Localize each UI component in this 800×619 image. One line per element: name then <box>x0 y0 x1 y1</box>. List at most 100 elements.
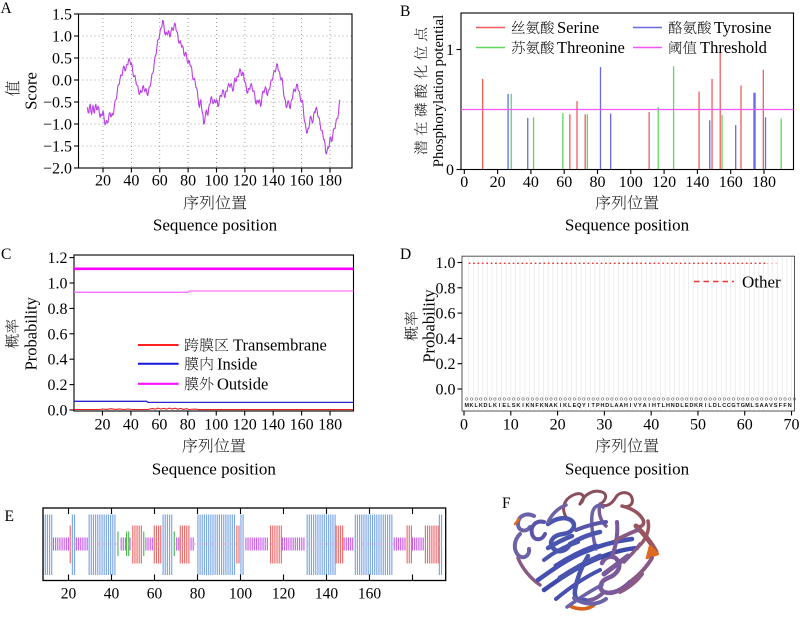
svg-text:o: o <box>671 397 674 403</box>
svg-text:0: 0 <box>460 174 468 191</box>
svg-text:o: o <box>788 397 791 403</box>
svg-text:o: o <box>512 397 515 403</box>
svg-text:A: A <box>760 403 764 409</box>
svg-text:0.5: 0.5 <box>52 51 72 68</box>
svg-text:o: o <box>704 397 707 403</box>
svg-text:140: 140 <box>685 174 709 191</box>
svg-text:G: G <box>741 403 745 409</box>
svg-text:20: 20 <box>95 417 111 434</box>
svg-text:0.2: 0.2 <box>436 356 456 373</box>
svg-text:o: o <box>713 397 716 403</box>
svg-text:160: 160 <box>358 586 382 603</box>
svg-text:o: o <box>507 397 510 403</box>
svg-text:M: M <box>465 403 470 409</box>
svg-text:−1.5: −1.5 <box>43 139 72 156</box>
svg-text:L: L <box>475 403 479 409</box>
svg-text:o: o <box>685 397 688 403</box>
svg-text:Sequence position: Sequence position <box>153 216 278 235</box>
svg-text:o: o <box>680 397 683 403</box>
svg-text:F: F <box>502 495 511 512</box>
svg-text:0.8: 0.8 <box>48 301 68 318</box>
svg-text:K: K <box>554 403 558 409</box>
svg-text:K: K <box>493 403 497 409</box>
svg-text:−0.5: −0.5 <box>43 95 72 112</box>
svg-text:120: 120 <box>272 586 296 603</box>
svg-text:0: 0 <box>446 162 454 179</box>
svg-text:V: V <box>633 403 637 409</box>
svg-text:o: o <box>769 397 772 403</box>
svg-text:70: 70 <box>784 417 800 434</box>
svg-text:o: o <box>545 397 548 403</box>
svg-text:F: F <box>783 403 787 409</box>
svg-text:F: F <box>779 403 783 409</box>
svg-text:0.2: 0.2 <box>48 377 68 394</box>
svg-text:D: D <box>689 403 693 409</box>
svg-text:160: 160 <box>719 174 743 191</box>
svg-text:A: A <box>1 0 13 17</box>
svg-text:Tyrosine: Tyrosine <box>714 18 772 37</box>
svg-text:K: K <box>479 403 483 409</box>
svg-text:o: o <box>591 397 594 403</box>
svg-text:P: P <box>596 403 600 409</box>
svg-text:o: o <box>662 397 665 403</box>
svg-text:K: K <box>694 403 698 409</box>
svg-text:0.8: 0.8 <box>436 280 456 297</box>
svg-text:o: o <box>568 397 571 403</box>
svg-text:o: o <box>741 397 744 403</box>
svg-text:A: A <box>619 403 623 409</box>
svg-text:R: R <box>699 403 703 409</box>
svg-text:o: o <box>648 397 651 403</box>
svg-text:160: 160 <box>290 173 314 190</box>
svg-text:Y: Y <box>638 403 642 409</box>
svg-text:40: 40 <box>123 417 139 434</box>
svg-text:o: o <box>620 397 623 403</box>
svg-text:I: I <box>522 403 524 409</box>
svg-text:A: A <box>549 403 553 409</box>
svg-text:o: o <box>751 397 754 403</box>
svg-text:o: o <box>601 397 604 403</box>
svg-text:Probability: Probability <box>420 289 439 363</box>
svg-text:S: S <box>774 403 778 409</box>
svg-text:Threshold: Threshold <box>700 38 768 57</box>
svg-text:I: I <box>560 403 562 409</box>
svg-text:40: 40 <box>523 174 539 191</box>
svg-text:o: o <box>521 397 524 403</box>
svg-text:I: I <box>705 403 707 409</box>
svg-text:0.0: 0.0 <box>52 73 72 90</box>
svg-text:D: D <box>400 246 411 263</box>
svg-text:o: o <box>657 397 660 403</box>
svg-text:1.0: 1.0 <box>48 276 68 293</box>
svg-text:K: K <box>470 403 474 409</box>
svg-text:20: 20 <box>95 173 111 190</box>
svg-text:o: o <box>676 397 679 403</box>
svg-text:o: o <box>774 397 777 403</box>
svg-text:o: o <box>755 397 758 403</box>
svg-text:o: o <box>517 397 520 403</box>
svg-text:1.2: 1.2 <box>48 250 68 267</box>
svg-text:o: o <box>563 397 566 403</box>
svg-text:L: L <box>507 403 511 409</box>
svg-text:o: o <box>587 397 590 403</box>
svg-text:D: D <box>713 403 717 409</box>
svg-text:0.4: 0.4 <box>436 331 456 348</box>
svg-text:G: G <box>731 403 735 409</box>
svg-text:T: T <box>737 403 741 409</box>
svg-text:D: D <box>605 403 609 409</box>
svg-text:0.0: 0.0 <box>48 403 68 420</box>
svg-text:N: N <box>544 403 548 409</box>
svg-text:o: o <box>526 397 529 403</box>
svg-text:E: E <box>5 508 14 525</box>
svg-text:o: o <box>582 397 585 403</box>
svg-text:E: E <box>685 403 689 409</box>
svg-text:1.0: 1.0 <box>436 255 456 272</box>
svg-text:Score: Score <box>22 72 41 110</box>
svg-text:o: o <box>624 397 627 403</box>
svg-text:120: 120 <box>652 174 676 191</box>
svg-text:A: A <box>643 403 647 409</box>
svg-text:180: 180 <box>752 174 776 191</box>
svg-text:C: C <box>722 403 726 409</box>
svg-text:C: C <box>727 403 731 409</box>
svg-text:H: H <box>666 403 670 409</box>
svg-text:o: o <box>470 397 473 403</box>
svg-text:N: N <box>788 403 792 409</box>
